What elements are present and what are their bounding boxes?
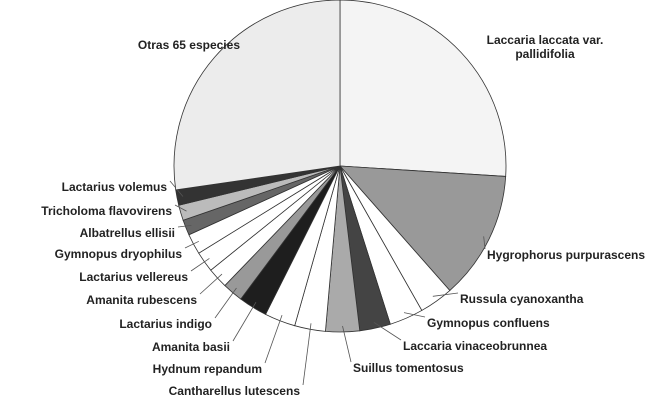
slice-label: Lactarius indigo [119,317,212,331]
slice-label: Otras 65 especies [137,38,240,52]
slice-label: Albatrellus ellisii [79,226,175,240]
slice-label: Hydnum repandum [152,362,262,376]
slice-label: Tricholoma flavovirens [41,204,172,218]
leader-line [483,236,486,250]
leader-line [302,323,312,386]
slice-label: Hygrophorus purpurascens [487,248,646,262]
slice-label: Gymnopus confluens [427,316,550,330]
slice-label: Suillus tomentosus [353,361,464,375]
slice-label: Gymnopus dryophilus [54,247,182,261]
leader-line [199,273,223,295]
slice-label: Laccaria vinaceobrunnea [403,339,548,353]
leader-line [190,258,210,272]
pie-slice [173,0,341,191]
leader-line [403,312,426,318]
leader-line [373,322,402,341]
leader-line [264,314,283,364]
leader-line [177,224,192,228]
leader-line [174,204,187,212]
leader-line [232,301,257,342]
slice-label: Amanita rubescens [86,293,197,307]
slice-label: Cantharellus lutescens [168,384,300,398]
slice-label: Laccaria laccata var. pallidifolia [486,33,604,61]
slice-label: Amanita basii [151,340,230,354]
leader-line [184,240,200,249]
leader-line [432,292,459,297]
pie-slice [339,0,507,177]
leader-line [342,325,352,363]
slice-label: Russula cyanoxantha [460,292,584,306]
slice-label: Lactarius vellereus [79,270,188,284]
leader-line [214,287,237,319]
pie-slice [339,165,507,292]
slice-label: Lactarius volemus [61,180,167,194]
